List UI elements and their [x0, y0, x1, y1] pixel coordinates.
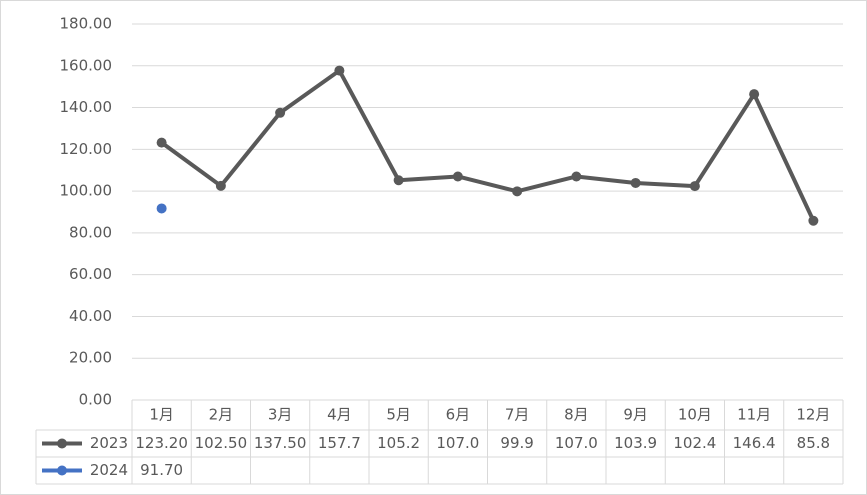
data-point [452, 171, 463, 182]
y-tick-label: 80.00 [69, 223, 112, 241]
y-tick-label: 180.00 [60, 15, 113, 33]
y-tick-label: 140.00 [60, 98, 113, 116]
data-point [393, 175, 404, 186]
table-value: 99.9 [500, 434, 533, 452]
x-tick-label: 2月 [209, 406, 234, 424]
data-point [749, 89, 760, 100]
x-tick-label: 9月 [623, 406, 648, 424]
legend-marker [57, 465, 67, 476]
table-value: 123.20 [135, 434, 188, 452]
x-tick-label: 11月 [737, 406, 771, 424]
data-point [215, 180, 226, 191]
x-tick-label: 10月 [678, 406, 712, 424]
y-tick-label: 20.00 [69, 349, 112, 367]
table-value: 146.4 [733, 434, 776, 452]
y-tick-label: 60.00 [69, 265, 112, 283]
x-tick-label: 3月 [268, 406, 293, 424]
data-point [571, 171, 582, 182]
table-value: 105.2 [377, 434, 420, 452]
legend-label: 2023 [90, 434, 128, 452]
data-point [689, 181, 700, 192]
table-value: 102.50 [195, 434, 248, 452]
table-value: 85.8 [797, 434, 830, 452]
x-tick-label: 6月 [446, 406, 471, 424]
legend-marker [57, 438, 67, 449]
data-point [275, 107, 286, 118]
data-point [630, 177, 641, 188]
y-tick-label: 160.00 [60, 56, 113, 74]
table-value: 103.9 [614, 434, 657, 452]
data-point [808, 215, 819, 226]
table-value: 107.0 [436, 434, 479, 452]
data-point [512, 186, 523, 197]
x-tick-label: 7月 [505, 406, 530, 424]
y-tick-label: 100.00 [60, 182, 113, 200]
table-value: 157.7 [318, 434, 361, 452]
table-value: 107.0 [555, 434, 598, 452]
data-point [334, 65, 345, 76]
x-tick-label: 8月 [564, 406, 589, 424]
y-tick-label: 40.00 [69, 307, 112, 325]
data-point [156, 203, 167, 214]
series-line [160, 68, 816, 222]
y-tick-label: 0.00 [79, 391, 112, 409]
table-value: 91.70 [140, 461, 183, 479]
legend-label: 2024 [90, 461, 128, 479]
data-point [156, 137, 167, 148]
x-tick-label: 12月 [796, 406, 830, 424]
x-tick-label: 4月 [327, 406, 352, 424]
table-value: 102.4 [673, 434, 716, 452]
x-tick-label: 1月 [149, 406, 174, 424]
y-tick-label: 120.00 [60, 140, 113, 158]
x-tick-label: 5月 [386, 406, 411, 424]
table-value: 137.50 [254, 434, 307, 452]
